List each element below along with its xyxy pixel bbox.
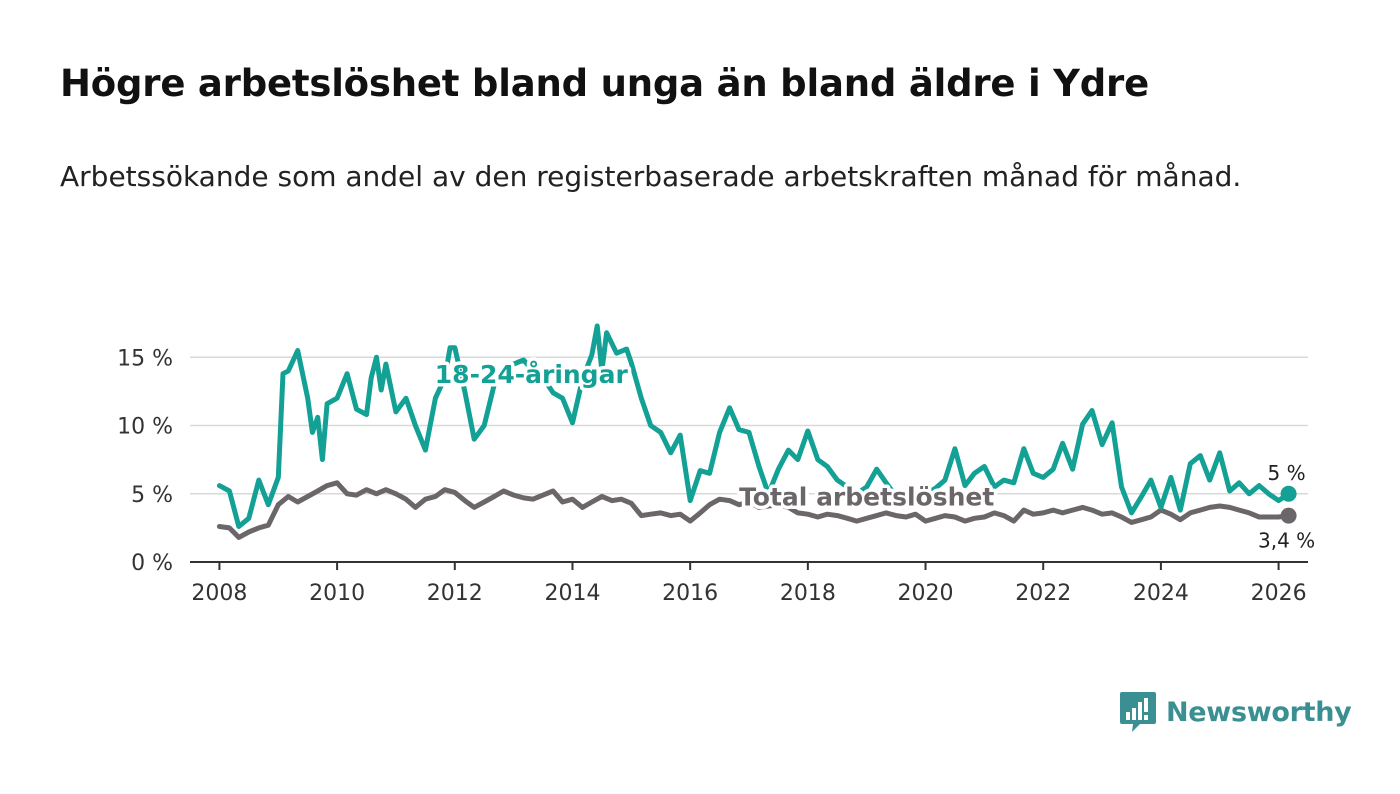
series-lines (216, 323, 1297, 540)
series-label-total: Total arbetslöshet (739, 482, 994, 511)
series-line-youth (216, 323, 1292, 529)
y-tick-label: 5 % (131, 483, 173, 508)
x-tick-label: 2022 (1015, 581, 1071, 606)
y-axis: 0 % 5 % 10 % 15 % (117, 346, 173, 576)
x-axis: 2008 2010 2012 2014 2016 2018 2020 2022 2024 2026 (190, 561, 1308, 606)
end-label-youth: 5 % (1268, 461, 1306, 485)
series-line-total (216, 480, 1292, 540)
x-tick-label: 2010 (309, 581, 365, 606)
gridlines (190, 356, 1308, 495)
end-label-total: 3,4 % (1258, 529, 1315, 553)
x-tick-label: 2014 (544, 581, 600, 606)
x-tick-label: 2016 (662, 581, 718, 606)
bar-chart-icon (1120, 692, 1156, 732)
brand-name: Newsworthy (1166, 696, 1352, 728)
y-tick-label: 15 % (117, 346, 173, 371)
x-tick-label: 2020 (898, 581, 954, 606)
series-labels: 5 % 3,4 % 18-24-åringar Total arbetslöshet (431, 357, 1315, 553)
y-tick-label: 0 % (131, 551, 173, 576)
end-point-total (1280, 507, 1297, 524)
series-label-youth: 18-24-åringar (435, 360, 629, 389)
x-tick-label: 2024 (1133, 581, 1189, 606)
x-tick-label: 2018 (780, 581, 836, 606)
newsworthy-logo: Newsworthy (1118, 690, 1352, 734)
x-tick-label: 2026 (1251, 581, 1307, 606)
end-point-youth (1280, 485, 1297, 502)
chart-subtitle: Arbetssökande som andel av den registerb… (60, 160, 1242, 193)
chart-title: Högre arbetslöshet bland unga än bland ä… (60, 62, 1149, 105)
x-tick-label: 2008 (191, 581, 247, 606)
x-tick-label: 2012 (427, 581, 483, 606)
y-tick-label: 10 % (117, 415, 173, 440)
